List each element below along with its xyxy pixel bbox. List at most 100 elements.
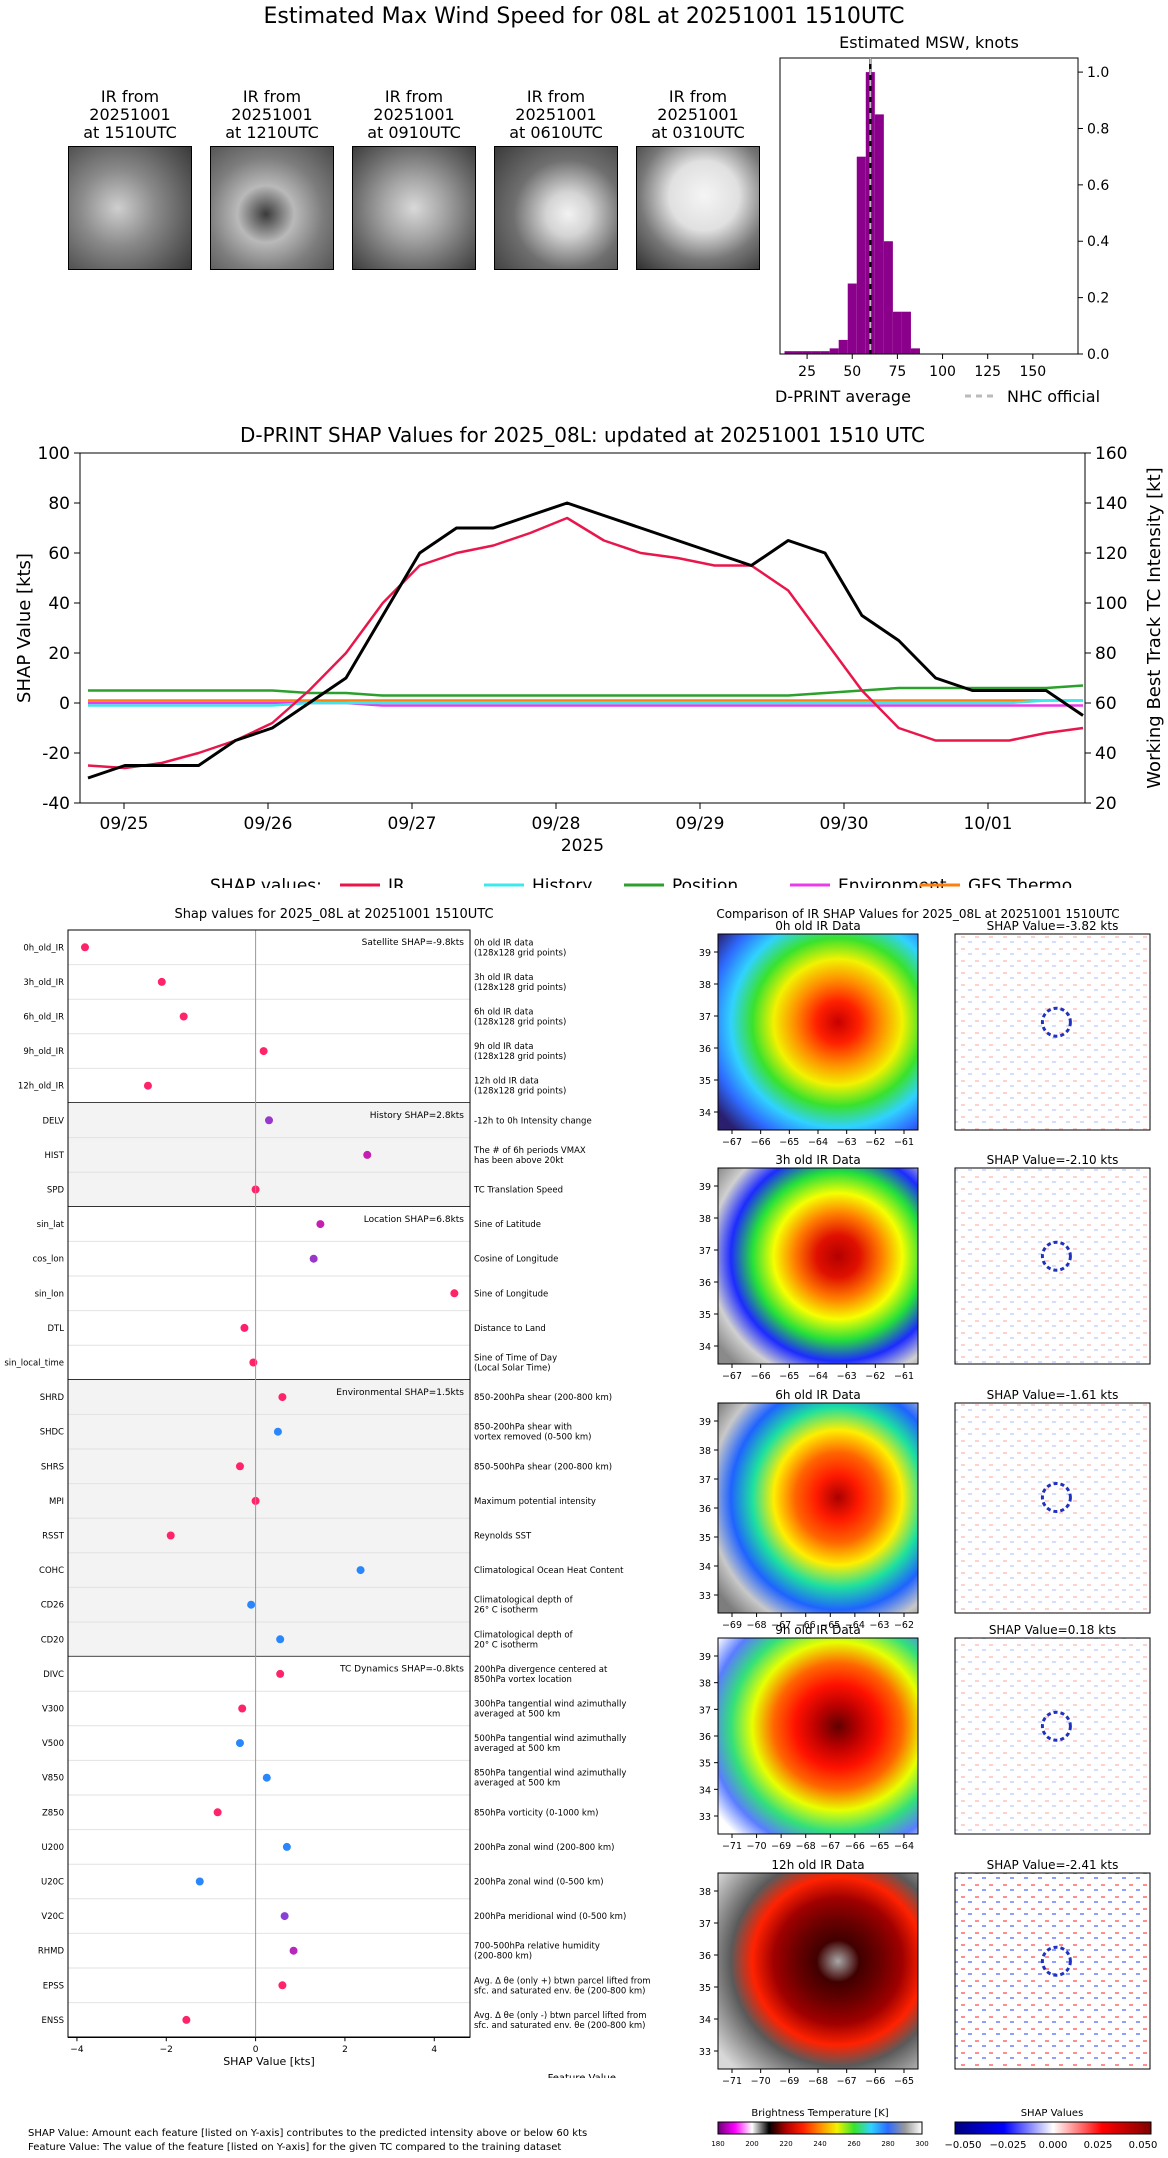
ir-xtick-label: −64 [808, 1371, 828, 1382]
shap-map [954, 1167, 1151, 1365]
hist-ytick-label: 0.2 [1087, 291, 1109, 307]
feature-desc: Climatological depth of [474, 1596, 574, 1606]
ts-xlabel: 2025 [561, 836, 604, 856]
feature-name: 9h_old_IR [23, 1047, 64, 1057]
feature-name: COHC [39, 1566, 64, 1576]
colorbar-title: Feature Value [548, 2073, 616, 2078]
feature-desc: 500hPa tangential wind azimuthally [474, 1734, 626, 1744]
ir-ytick-label: 38 [699, 980, 711, 991]
ir-xtick-label: −61 [894, 1371, 914, 1382]
feature-desc: averaged at 500 km [474, 1779, 560, 1789]
shap-map [954, 1402, 1151, 1614]
shap-core [1040, 1945, 1072, 1977]
feature-name: SPD [47, 1186, 65, 1196]
feature-desc: -12h to 0h Intensity change [474, 1116, 592, 1126]
feature-point [213, 1808, 222, 1817]
feature-desc: 6h old IR data [474, 1008, 533, 1018]
feature-desc: 850hPa tangential wind azimuthally [474, 1769, 626, 1779]
feature-name: DELV [42, 1116, 64, 1126]
feature-point [309, 1254, 318, 1263]
legend-avg-label: D-PRINT average [775, 387, 911, 406]
ir-ytick-label: 33 [699, 1591, 711, 1602]
hist-ytick-label: 0.0 [1087, 347, 1109, 363]
series-line-history [88, 699, 1083, 707]
ir-map [717, 1402, 919, 1614]
feature-desc: 850-200hPa shear (200-800 km) [474, 1393, 612, 1403]
feature-desc: (128x128 grid points) [474, 1087, 566, 1097]
feature-desc: Climatological depth of [474, 1630, 574, 1640]
feature-desc: 3h old IR data [474, 973, 533, 983]
feature-name: V20C [41, 1912, 64, 1922]
ir-ytick-label: 34 [699, 1342, 711, 1353]
feature-point [235, 1462, 244, 1471]
ir-xtick-label: −69 [771, 1841, 791, 1852]
hist-xtick-label: 25 [798, 364, 816, 380]
ir-ytick-label: 37 [699, 1246, 711, 1257]
ir-thumb-label: IR from 20251001 at 1210UTC [210, 88, 334, 146]
bt-colorbar-label: Brightness Temperature [K] [751, 2108, 888, 2119]
feature-point [247, 1600, 256, 1609]
ir-thumb-line: 20251001 [657, 105, 739, 124]
ts-xtick-label: 10/01 [964, 814, 1013, 834]
ts-ytick-label: 60 [48, 544, 70, 564]
feature-desc: 26° C isotherm [474, 1606, 538, 1616]
group-label: Location SHAP=6.8kts [364, 1215, 465, 1225]
ir-thumb-line: at 0910UTC [367, 123, 461, 142]
ir-ytick-label: 34 [699, 1785, 711, 1796]
ir-thumb-image [636, 146, 760, 270]
ts-y2tick-label: 120 [1095, 544, 1127, 564]
ir-ytick-label: 39 [699, 948, 711, 959]
ir-xtick-label: −71 [722, 2076, 742, 2087]
feature-desc: 850-200hPa shear with [474, 1423, 572, 1433]
ir-ytick-label: 35 [699, 1076, 711, 1087]
ir-thumb-image [210, 146, 334, 270]
feature-desc: Avg. Δ θe (only -) btwn parcel lifted fr… [474, 2011, 647, 2021]
ir-map [717, 1872, 919, 2070]
feature-desc: Sine of Longitude [474, 1289, 548, 1299]
ir-xtick-label: −62 [894, 1620, 914, 1631]
shap-map [954, 1637, 1151, 1835]
feature-point [280, 1912, 289, 1921]
ir-ytick-label: 33 [699, 2047, 711, 2058]
shap-time-series: D-PRINT SHAP Values for 2025_08L: update… [14, 423, 1165, 888]
ir-xtick-label: −63 [837, 1371, 857, 1382]
ts-legend-label: Environment [838, 876, 947, 888]
feature-point [265, 1116, 273, 1125]
footnote-feature: Feature Value: The value of the feature … [28, 2142, 562, 2153]
feature-desc: Reynolds SST [474, 1532, 532, 1542]
feature-desc: Climatological Ocean Heat Content [474, 1566, 624, 1576]
feature-desc: (128x128 grid points) [474, 948, 566, 958]
hist-ytick-label: 0.6 [1087, 178, 1109, 194]
shap-map-title: SHAP Value=0.18 kts [989, 1623, 1116, 1637]
hist-bar [856, 156, 866, 354]
ir-xtick-label: −62 [865, 1371, 885, 1382]
feature-name: V850 [42, 1774, 64, 1784]
ir-xtick-label: −65 [894, 2076, 914, 2087]
feature-point [195, 1877, 204, 1886]
ir-thumb-1: IR from 20251001 at 1510UTC [68, 88, 192, 270]
group-band [68, 1206, 470, 1380]
msw-histogram: Estimated MSW, knots 25 50 75 100 125 150 0.0 0.… [775, 33, 1109, 406]
bt-tick-label: 240 [813, 2140, 826, 2148]
ir-ytick-label: 34 [699, 1108, 711, 1119]
ir-thumb-line: IR from [384, 87, 444, 106]
feature-name: cos_lon [32, 1255, 64, 1265]
ir-map-title: 9h old IR Data [775, 1623, 861, 1637]
ir-xtick-label: −71 [722, 1841, 742, 1852]
ir-thumb-5: IR from 20251001 at 0310UTC [636, 88, 760, 270]
feature-desc: 700-500hPa relative humidity [474, 1942, 600, 1952]
feature-name: CD20 [41, 1635, 64, 1645]
feature-name: 12h_old_IR [18, 1082, 64, 1092]
ts-y2tick-label: 140 [1095, 494, 1127, 514]
feature-desc: (128x128 grid points) [474, 983, 566, 993]
footnote-shap: SHAP Value: Amount each feature [listed … [28, 2128, 588, 2139]
hist-ytick-label: 0.4 [1087, 234, 1109, 250]
ir-thumb-4: IR from 20251001 at 0610UTC [494, 88, 618, 270]
feature-desc: 9h old IR data [474, 1042, 533, 1052]
hist-xtick-label: 75 [888, 364, 906, 380]
ir-thumb-image [68, 146, 192, 270]
bt-tick-label: 180 [711, 2140, 724, 2148]
sv-tick-label: −0.050 [944, 2140, 981, 2151]
feature-name: sin_local_time [4, 1359, 64, 1369]
feature-point [240, 1323, 249, 1332]
